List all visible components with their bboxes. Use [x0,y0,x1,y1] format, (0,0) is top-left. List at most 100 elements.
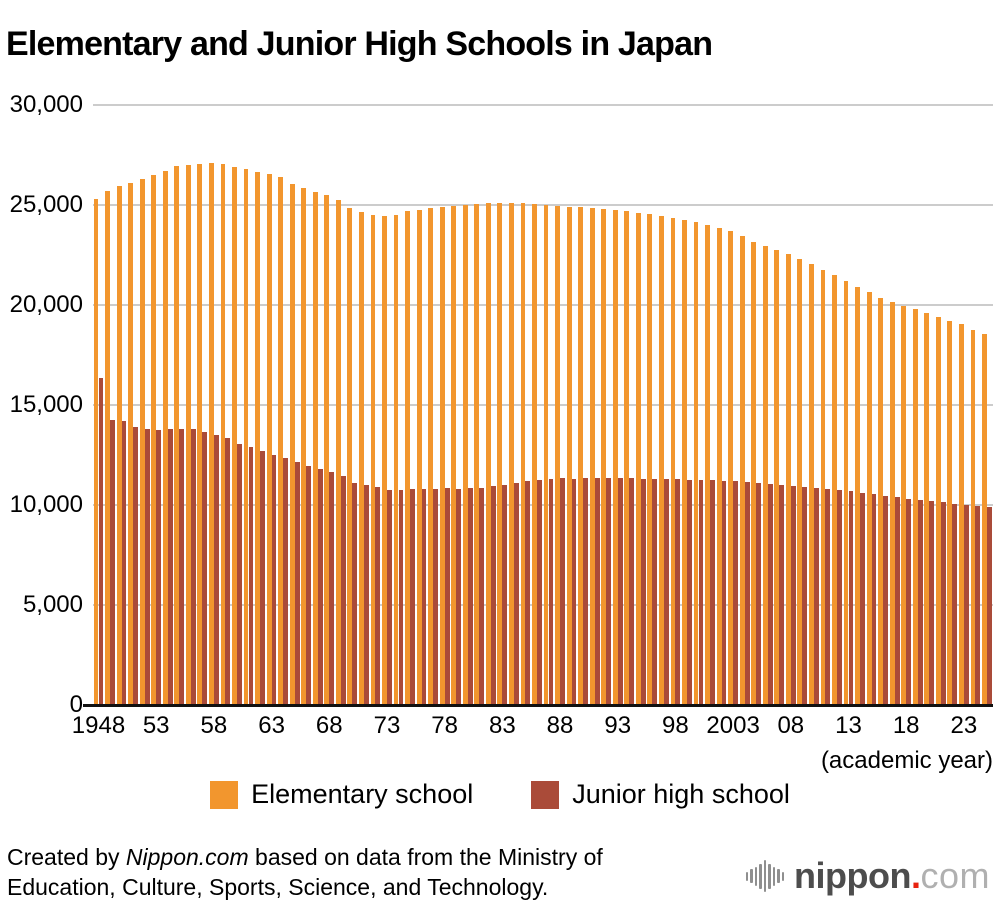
junior-high-bar-1994 [629,478,635,704]
x-tick-2023: 23 [950,712,978,739]
junior-high-bar-2004 [744,482,750,704]
y-tick-5000: 5,000 [22,591,83,618]
y-tick-15000: 15,000 [9,391,83,418]
elementary-bar-2018 [901,306,907,704]
junior-high-bar-1948 [98,378,104,704]
nippon-logo: nippon.com [745,855,990,897]
junior-high-bar-1954 [167,429,173,704]
elementary-bar-2013 [843,281,849,704]
junior-high-bar-2012 [836,490,842,704]
elementary-bar-2000 [693,221,699,704]
junior-high-bar-1958 [213,435,219,704]
elementary-bar-2025 [982,334,987,704]
elementary-bar-1980 [462,205,468,704]
x-tick-1963: 63 [258,712,285,739]
y-tick-25000: 25,000 [9,191,83,218]
legend: Elementary school Junior high school [0,779,1000,810]
legend-item-elementary: Elementary school [210,779,473,810]
elementary-bar-2011 [820,269,826,704]
junior-high-bar-1988 [560,478,565,704]
junior-high-bar-1987 [548,478,554,704]
junior-high-bar-1969 [340,476,346,704]
y-tick-0: 0 [69,691,83,718]
elementary-bar-1971 [358,211,364,704]
elementary-bar-1951 [128,183,134,704]
elementary-bar-1963 [266,174,272,704]
junior-high-bar-1976 [421,489,427,704]
elementary-bar-1953 [151,175,157,704]
plot-area [83,104,993,707]
elementary-bar-1979 [451,206,457,704]
gridline-30000 [93,104,993,106]
elementary-bar-1986 [532,203,537,704]
junior-high-bar-2017 [894,497,900,704]
elementary-bar-1999 [682,220,687,704]
elementary-bar-2022 [947,320,953,704]
junior-high-bar-1989 [571,478,577,704]
elementary-bar-1982 [485,203,491,704]
junior-high-bar-1998 [675,479,681,704]
junior-high-bar-1991 [594,478,600,704]
x-tick-1953: 53 [142,712,170,739]
elementary-bar-1967 [312,191,318,704]
legend-item-junior: Junior high school [531,779,790,810]
junior-high-bar-1993 [617,478,623,704]
junior-high-bar-2021 [940,502,946,704]
junior-high-bar-1955 [179,428,185,704]
junior-high-bar-1970 [352,483,358,704]
junior-high-bar-2018 [906,498,912,704]
elementary-bar-1974 [393,214,399,704]
junior-high-bar-1982 [490,486,496,704]
junior-high-bar-1971 [363,485,369,704]
junior-high-bar-1977 [433,489,438,704]
elementary-bar-1958 [208,163,214,704]
elementary-bar-1948 [93,199,99,704]
junior-high-bar-1984 [513,483,519,704]
junior-high-bar-2003 [733,481,738,704]
elementary-bar-1990 [578,207,584,704]
y-axis-labels: 30,000 25,000 20,000 15,000 10,000 5,000 0 [0,91,83,718]
elementary-bar-1984 [508,202,514,704]
elementary-bar-2023 [958,324,964,704]
x-axis-unit-label: (academic year) [820,747,993,774]
junior-high-bar-1961 [248,447,254,704]
elementary-bar-1961 [243,169,249,704]
junior-high-bar-2008 [790,485,796,704]
x-axis-labels: 1948 53 58 63 68 73 78 83 88 93 98 2003 08 13 18 23 [72,712,993,744]
junior-high-bar-1953 [156,429,162,704]
elementary-bar-1988 [555,205,561,704]
junior-high-bar-2016 [883,496,888,704]
junior-high-bar-1959 [225,437,231,704]
junior-high-bar-2001 [710,480,715,704]
credit-source: Nippon.com [125,844,249,870]
junior-high-bar-1979 [456,489,462,704]
legend-label-elementary: Elementary school [251,779,474,809]
elementary-bar-1975 [405,211,411,704]
gridline-10000 [93,504,993,506]
x-tick-1978: 78 [431,712,458,739]
elementary-bar-2001 [705,224,711,704]
elementary-bar-2015 [866,292,872,704]
junior-high-bar-2007 [779,484,785,704]
elementary-bar-1956 [185,165,191,704]
junior-high-bar-1951 [133,427,138,704]
y-tick-20000: 20,000 [9,291,83,318]
elementary-bar-1992 [601,208,607,704]
x-tick-1968: 68 [315,712,343,739]
gridline-20000 [93,304,993,306]
elementary-bar-2003 [728,231,734,704]
elementary-bar-1989 [566,206,572,704]
junior-high-bar-2023 [963,505,969,704]
x-tick-2003: 2003 [706,712,760,739]
elementary-bar-2009 [797,258,803,704]
elementary-bar-2024 [970,330,976,704]
junior-high-bar-2019 [917,499,923,704]
junior-high-bar-1963 [271,455,277,704]
junior-high-bar-2000 [698,479,704,704]
elementary-bar-2007 [774,250,780,704]
chart-title: Elementary and Junior High Schools in Ja… [6,24,713,63]
elementary-bar-1959 [220,163,226,704]
junior-high-bar-1968 [329,472,335,704]
junior-high-bar-1964 [283,458,288,704]
junior-high-bar-2015 [871,494,877,704]
